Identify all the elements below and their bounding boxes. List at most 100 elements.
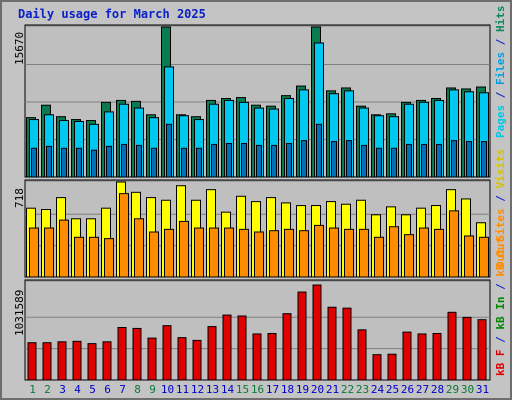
pages-bar — [196, 147, 202, 178]
sites-bar — [194, 227, 204, 278]
day-label: 22 — [341, 383, 354, 396]
kbf-bar — [192, 339, 202, 381]
day-label: 27 — [416, 383, 429, 396]
day-label: 31 — [476, 383, 489, 396]
pages-bar — [106, 145, 112, 178]
sites-bar — [119, 193, 129, 278]
pages-bar — [406, 143, 412, 178]
kbf-bar — [357, 329, 367, 381]
kbf-bar — [117, 327, 127, 381]
sites-bar — [434, 228, 444, 278]
day-label: 30 — [461, 383, 474, 396]
sites-bar — [209, 227, 219, 278]
kbf-bar — [417, 333, 427, 381]
kbf-bar — [267, 332, 277, 381]
kbf-bar — [132, 327, 142, 381]
kb-max-label: 1031589 — [13, 289, 26, 336]
kbf-bar — [102, 341, 112, 381]
kbf-bar — [342, 307, 352, 381]
day-label: 9 — [149, 383, 156, 396]
pages-bar — [166, 123, 172, 178]
kbf-bar — [222, 314, 232, 381]
day-label: 11 — [176, 383, 189, 396]
day-label: 21 — [326, 383, 339, 396]
hits-max-label: 15670 — [13, 31, 26, 65]
day-label: 7 — [119, 383, 126, 396]
kbf-bar — [477, 319, 487, 381]
pages-bar — [61, 147, 67, 178]
legend-kb-out: kB Out — [494, 236, 507, 277]
day-label: 16 — [251, 383, 264, 396]
kbf-bar — [327, 306, 337, 381]
day-label: 26 — [401, 383, 414, 396]
sites-bar — [419, 227, 429, 278]
day-label: 24 — [371, 383, 385, 396]
pages-bar — [226, 142, 232, 178]
sites-bar — [254, 231, 264, 278]
kbf-bar — [432, 332, 442, 381]
kbf-bar — [87, 343, 97, 381]
sites-bar — [299, 230, 309, 278]
day-label: 20 — [311, 383, 324, 396]
pages-bar — [481, 141, 487, 178]
day-label: 14 — [221, 383, 235, 396]
sites-bar — [104, 238, 114, 278]
kbf-bar — [402, 331, 412, 381]
legend-bot: kB F / kB In / kB Out — [494, 237, 507, 376]
pages-bar — [331, 141, 337, 178]
pages-bar — [286, 142, 292, 178]
sites-bar — [59, 219, 69, 278]
day-label: 28 — [431, 383, 444, 396]
pages-bar — [301, 140, 307, 178]
day-label: 10 — [161, 383, 174, 396]
kbf-bar — [252, 333, 262, 381]
sites-bar — [149, 231, 159, 278]
pages-bar — [451, 140, 457, 178]
pages-bar — [241, 142, 247, 178]
sites-bar — [89, 236, 99, 278]
pages-bar — [76, 147, 82, 178]
day-label: 15 — [236, 383, 249, 396]
sites-bar — [179, 220, 189, 278]
kbf-bar — [312, 284, 322, 381]
legend-kbin: kB In — [494, 296, 507, 330]
sites-bar — [134, 218, 144, 278]
pages-bar — [211, 143, 217, 178]
kbf-bar — [297, 291, 307, 381]
sites-bar — [239, 228, 249, 278]
kbf-bar — [147, 337, 157, 381]
pages-bar — [376, 147, 382, 178]
pages-bar — [316, 123, 322, 178]
sites-bar — [449, 210, 459, 278]
legend-top: Pages / Files / Hits — [494, 6, 507, 139]
visits-max-label: 718 — [13, 188, 26, 208]
kbf-bar — [207, 326, 217, 381]
sites-bar — [164, 228, 174, 278]
pages-bar — [121, 143, 127, 178]
sites-bar — [329, 227, 339, 278]
day-label: 2 — [44, 383, 51, 396]
pages-bar — [136, 144, 142, 178]
kbf-bar — [372, 354, 382, 381]
pages-bar — [256, 144, 262, 178]
kbf-bar — [462, 316, 472, 381]
day-label: 17 — [266, 383, 279, 396]
pages-bar — [181, 147, 187, 178]
pages-bar — [466, 141, 472, 178]
sites-bar — [29, 227, 39, 278]
day-label: 18 — [281, 383, 294, 396]
sites-bar — [44, 227, 54, 278]
day-label: 23 — [356, 383, 369, 396]
day-label: 12 — [191, 383, 204, 396]
legend-sep: / — [494, 329, 507, 350]
sites-bar — [74, 236, 84, 278]
day-label: 3 — [59, 383, 66, 396]
kbf-bar — [237, 315, 247, 381]
pages-bar — [46, 145, 52, 178]
kbf-bar — [162, 325, 172, 381]
pages-bar — [391, 147, 397, 178]
sites-bar — [404, 234, 414, 278]
pages-bar — [361, 144, 367, 178]
day-label: 13 — [206, 383, 219, 396]
legend-sep: / — [494, 188, 507, 209]
